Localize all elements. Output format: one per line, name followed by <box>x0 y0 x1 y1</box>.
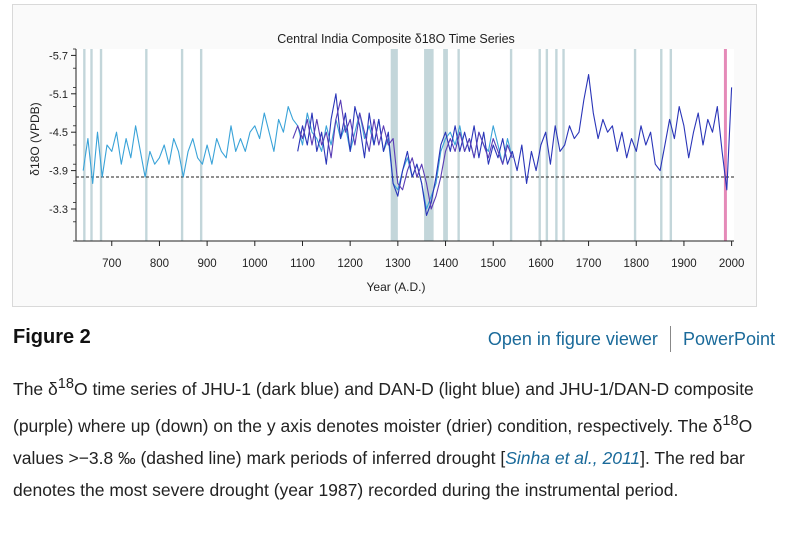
figure-links: Open in figure viewer PowerPoint <box>488 326 775 352</box>
y-tick-label: -3.3 <box>49 204 68 216</box>
caption-text: O time series of JHU-1 (dark blue) and D… <box>13 378 754 436</box>
drought-band <box>145 49 148 241</box>
drought-band <box>660 49 663 241</box>
x-tick-label: 1900 <box>671 258 697 270</box>
x-tick-label: 1600 <box>528 258 554 270</box>
y-tick-label: -4.5 <box>49 127 68 139</box>
x-tick-label: 700 <box>102 258 121 270</box>
x-tick-label: 1000 <box>242 258 268 270</box>
drought-band <box>633 49 637 241</box>
x-tick-label: 800 <box>150 258 169 270</box>
figure-caption: The δ18O time series of JHU-1 (dark blue… <box>13 368 783 506</box>
drought-band <box>545 49 549 241</box>
caption-text: The δ <box>13 378 58 399</box>
chart-svg: Central India Composite δ18O Time Series… <box>28 32 745 294</box>
drought-band <box>199 49 203 241</box>
series-line-jhu-1-dan-d-composite <box>292 99 513 210</box>
series-line-jhu-1 <box>297 74 733 216</box>
y-tick-label: -5.7 <box>49 50 68 62</box>
powerpoint-link[interactable]: PowerPoint <box>682 328 775 349</box>
link-separator <box>669 326 671 352</box>
figure-panel: Central India Composite δ18O Time Series… <box>12 4 757 307</box>
y-tick-label: -3.9 <box>49 166 68 178</box>
x-tick-label: 900 <box>198 258 217 270</box>
drought-band <box>90 49 93 241</box>
drought-band <box>99 49 103 241</box>
drought-band <box>180 49 184 241</box>
severe-drought-bar <box>723 49 727 241</box>
figure-label: Figure 2 <box>13 326 91 348</box>
caption-text: O values >−3.8 ‰ (dashed line) mark peri… <box>13 415 753 468</box>
y-axis-label: δ18O (VPDB) <box>28 102 42 175</box>
drought-band <box>443 49 448 241</box>
x-tick-label: 1300 <box>385 258 411 270</box>
chart-title: Central India Composite δ18O Time Series <box>277 32 515 46</box>
citation-link[interactable]: Sinha et al., 2011 <box>505 447 641 468</box>
drought-band <box>509 49 513 241</box>
y-tick-label: -5.1 <box>49 89 68 101</box>
x-tick-label: 2000 <box>719 258 745 270</box>
x-axis-label: Year (A.D.) <box>367 280 426 294</box>
x-tick-label: 1500 <box>480 258 506 270</box>
drought-band <box>669 49 673 241</box>
open-figure-viewer-link[interactable]: Open in figure viewer <box>487 328 658 349</box>
x-tick-label: 1700 <box>576 258 602 270</box>
drought-band <box>538 49 541 241</box>
caption-sup: 18 <box>57 376 74 392</box>
caption-text: ]. The red bar denotes the most severe d… <box>13 447 745 500</box>
x-tick-label: 1100 <box>290 258 315 270</box>
x-tick-label: 1400 <box>433 258 459 270</box>
drought-band <box>83 49 86 241</box>
drought-band <box>555 49 558 241</box>
drought-band <box>562 49 565 241</box>
x-tick-label: 1800 <box>623 258 649 270</box>
drought-band <box>424 49 434 241</box>
x-tick-label: 1200 <box>337 258 363 270</box>
caption-sup: 18 <box>722 412 739 429</box>
